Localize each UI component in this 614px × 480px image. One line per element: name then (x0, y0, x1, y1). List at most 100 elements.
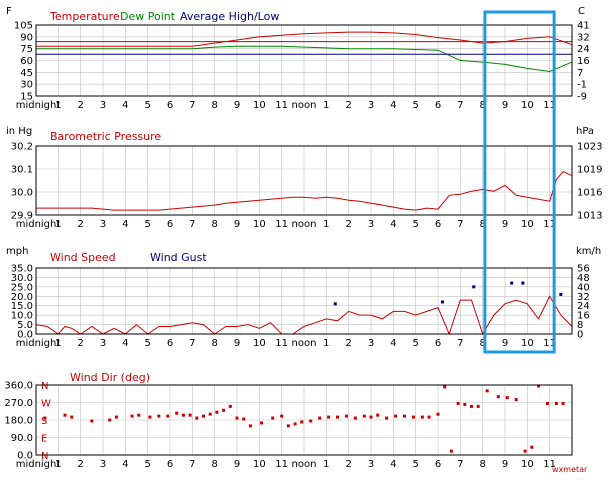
y-tick-label: 5.0 (17, 320, 33, 331)
data-point (208, 412, 212, 416)
x-tick-label: 3 (100, 338, 106, 349)
right-tick-label: 1016 (577, 188, 602, 199)
legend-average-high-low: Average High/Low (180, 10, 279, 23)
x-tick-label: 2 (77, 338, 83, 349)
data-point (293, 422, 297, 426)
data-point (505, 396, 509, 400)
x-tick-label: 11 (543, 219, 556, 230)
data-point (188, 413, 192, 417)
x-tick-label: 7 (457, 100, 463, 111)
legend-barometric-pressure: Barometric Pressure (50, 130, 161, 143)
x-tick-label: 6 (435, 100, 441, 111)
x-tick-label: 4 (390, 219, 396, 230)
data-point (514, 398, 518, 402)
x-tick-label: 5 (144, 100, 150, 111)
x-tick-label: 1 (55, 100, 61, 111)
data-point (70, 415, 74, 419)
right-tick-label: 32 (577, 292, 590, 303)
data-point (181, 413, 185, 417)
x-tick-label: 5 (412, 338, 418, 349)
y-tick-label: 360.0 (4, 381, 33, 392)
x-tick-label: 10 (521, 100, 534, 111)
y-tick-label: 30.0 (11, 188, 33, 199)
x-tick-label: 10 (521, 219, 534, 230)
footnote: wxmetar (552, 465, 588, 474)
data-point (318, 416, 322, 420)
x-tick-label: 7 (457, 459, 463, 470)
x-tick-label: 8 (479, 100, 485, 111)
x-tick-label: 5 (412, 100, 418, 111)
x-tick-label: 8 (479, 219, 485, 230)
y-tick-label: 15 (20, 92, 33, 103)
x-tick-label: noon (292, 338, 317, 349)
right-tick-label: 1013 (577, 211, 602, 222)
data-point (394, 414, 398, 418)
data-point (485, 389, 489, 393)
right-tick-label: 56 (577, 264, 590, 275)
y-tick-label: 60 (20, 56, 33, 67)
left-unit: in Hg (6, 126, 32, 137)
right-tick-label: 8 (577, 320, 583, 331)
x-tick-label: 2 (77, 100, 83, 111)
x-tick-label: 1 (55, 338, 61, 349)
x-tick-label: 11 (543, 338, 556, 349)
x-tick-label: 8 (211, 219, 217, 230)
y-tick-label: 180.0 (4, 416, 33, 427)
x-tick-label: 4 (390, 338, 396, 349)
left-unit: mph (6, 246, 28, 257)
x-tick-label: 2 (345, 219, 351, 230)
x-tick-label: 10 (253, 459, 266, 470)
x-tick-label: 1 (323, 338, 329, 349)
x-tick-label: 7 (189, 100, 195, 111)
data-point (202, 414, 205, 418)
highlight-box (483, 10, 556, 354)
x-tick-label: 4 (122, 219, 128, 230)
x-tick-label: 6 (167, 338, 173, 349)
x-tick-label: 1 (55, 219, 61, 230)
x-tick-label: 2 (345, 338, 351, 349)
plot-border (35, 24, 573, 97)
x-tick-label: 11 (543, 100, 556, 111)
right-tick-label: 48 (577, 273, 590, 284)
data-point (280, 414, 284, 418)
x-tick-label: 3 (100, 459, 106, 470)
y-tick-label: 45 (20, 68, 33, 79)
data-point (222, 408, 226, 412)
x-tick-label: midnight (16, 100, 61, 111)
data-point (228, 404, 232, 408)
data-point (496, 395, 500, 399)
y-tick-label: 0.0 (17, 451, 33, 462)
x-tick-label: 3 (100, 219, 106, 230)
x-tick-label: 2 (345, 100, 351, 111)
x-tick-label: 2 (77, 459, 83, 470)
series-line (36, 45, 573, 73)
x-tick-label: 11 (275, 459, 288, 470)
x-tick-label: 7 (189, 219, 195, 230)
compass-label: N (41, 381, 48, 392)
x-tick-label: 6 (435, 338, 441, 349)
data-point (449, 449, 453, 453)
data-point (443, 385, 447, 389)
data-point (108, 418, 112, 422)
x-tick-label: 7 (189, 459, 195, 470)
x-tick-label: 3 (368, 459, 374, 470)
data-point (130, 414, 134, 418)
x-tick-label: 4 (122, 459, 128, 470)
plot-border (35, 384, 573, 456)
data-point (537, 384, 540, 388)
data-point (271, 416, 275, 420)
data-point (333, 302, 337, 306)
legend-temperature: Temperature (49, 10, 120, 23)
x-tick-label: 4 (390, 459, 396, 470)
data-point (114, 415, 118, 419)
right-tick-label: -9 (577, 92, 587, 103)
right-tick-label: -1 (577, 80, 587, 91)
y-tick-label: 20.0 (11, 292, 33, 303)
right-unit: hPa (576, 126, 594, 137)
x-tick-label: 9 (502, 459, 508, 470)
data-point (427, 415, 431, 419)
y-tick-label: 30.2 (11, 142, 33, 153)
y-tick-label: 15.0 (11, 301, 33, 312)
data-point (43, 416, 47, 420)
